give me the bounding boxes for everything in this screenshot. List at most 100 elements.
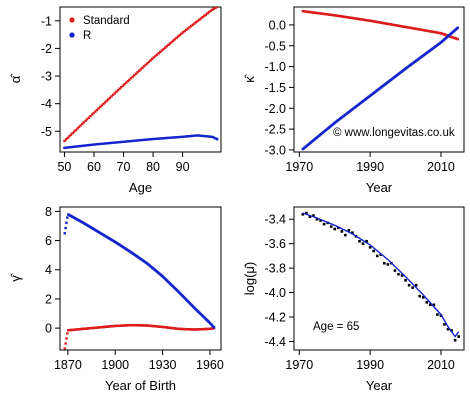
data-point xyxy=(400,274,404,277)
data-point xyxy=(421,296,425,299)
data-point xyxy=(159,50,162,54)
x-tick-label: 1990 xyxy=(356,160,384,174)
x-tick-label: 50 xyxy=(57,160,71,174)
data-point xyxy=(133,139,136,142)
data-point xyxy=(102,102,105,106)
data-point xyxy=(214,137,217,140)
legend-marker xyxy=(69,32,75,38)
y-tick-label: -3.4 xyxy=(264,213,286,227)
y-axis-label: α̂ xyxy=(8,73,23,84)
data-point xyxy=(397,272,400,276)
data-point xyxy=(372,249,375,253)
x-tick-label: 1900 xyxy=(101,358,129,372)
data-point xyxy=(90,143,94,146)
data-point xyxy=(214,7,217,10)
data-point xyxy=(123,140,126,143)
data-point xyxy=(82,121,86,124)
data-point xyxy=(176,35,180,38)
y-tick-label: -3.6 xyxy=(264,237,286,251)
data-point xyxy=(212,136,216,139)
y-tick-label: -5 xyxy=(41,125,52,139)
data-point xyxy=(121,84,125,87)
plot-area xyxy=(301,9,459,151)
x-tick-label: 2010 xyxy=(427,160,455,174)
legend-label: Standard xyxy=(83,15,130,27)
data-point xyxy=(199,134,203,137)
data-point xyxy=(105,99,108,103)
data-point xyxy=(185,28,188,32)
y-tick-label: -4.4 xyxy=(264,335,286,349)
legend: Standard R xyxy=(69,15,130,42)
data-point xyxy=(157,52,160,55)
data-point xyxy=(159,137,162,140)
series-line xyxy=(302,212,460,338)
data-point xyxy=(89,143,92,147)
y-tick-label: 0 xyxy=(45,322,52,336)
data-point xyxy=(333,227,337,231)
data-point xyxy=(108,141,112,145)
data-point xyxy=(453,338,457,342)
data-point xyxy=(152,137,155,141)
data-point xyxy=(170,136,173,139)
data-point xyxy=(133,74,136,77)
series-standard xyxy=(301,9,459,41)
data-point xyxy=(329,225,333,228)
data-point xyxy=(129,77,133,80)
y-tick-label: 0.0 xyxy=(269,18,286,32)
data-point xyxy=(97,107,100,110)
plot-frame xyxy=(293,206,465,351)
y-tick-label: -2 xyxy=(41,42,52,56)
data-point xyxy=(63,146,66,150)
data-point xyxy=(142,65,146,68)
data-point xyxy=(64,138,68,141)
data-point xyxy=(149,138,152,141)
series-fitted xyxy=(302,212,460,338)
data-point xyxy=(110,95,113,98)
data-point xyxy=(147,138,151,141)
data-point xyxy=(315,217,319,221)
data-point xyxy=(72,145,76,148)
data-point xyxy=(131,139,134,143)
data-point xyxy=(97,142,100,146)
data-point xyxy=(344,233,347,237)
data-point xyxy=(66,146,69,149)
y-tick-label: -1.0 xyxy=(264,60,286,74)
data-point xyxy=(358,239,361,243)
data-point xyxy=(154,54,157,58)
data-point xyxy=(102,142,105,145)
data-point xyxy=(155,53,159,56)
y-tick-label: -4 xyxy=(41,97,52,111)
data-point xyxy=(198,134,201,137)
data-point xyxy=(167,136,170,140)
data-point xyxy=(65,221,68,225)
data-point xyxy=(92,143,95,146)
data-point xyxy=(129,139,133,143)
data-point xyxy=(137,69,141,73)
data-point xyxy=(204,135,207,138)
data-point xyxy=(173,38,177,41)
data-point xyxy=(118,87,121,90)
data-point xyxy=(211,135,214,139)
data-point xyxy=(68,146,71,149)
data-point xyxy=(204,13,207,16)
data-point xyxy=(322,222,326,226)
data-point xyxy=(365,239,368,243)
data-point xyxy=(172,136,175,139)
data-point xyxy=(141,138,144,142)
data-point xyxy=(94,143,97,146)
data-point xyxy=(404,279,407,282)
data-point xyxy=(393,269,397,272)
data-point xyxy=(152,56,155,59)
data-point xyxy=(163,46,167,49)
data-point xyxy=(308,215,312,219)
data-point xyxy=(186,135,190,138)
x-tick-label: 70 xyxy=(117,160,131,174)
data-point xyxy=(150,137,154,141)
data-point xyxy=(183,135,186,138)
data-point xyxy=(199,17,203,20)
data-point xyxy=(191,134,194,138)
data-point xyxy=(79,144,82,148)
data-point xyxy=(111,93,115,97)
data-point xyxy=(162,137,165,140)
